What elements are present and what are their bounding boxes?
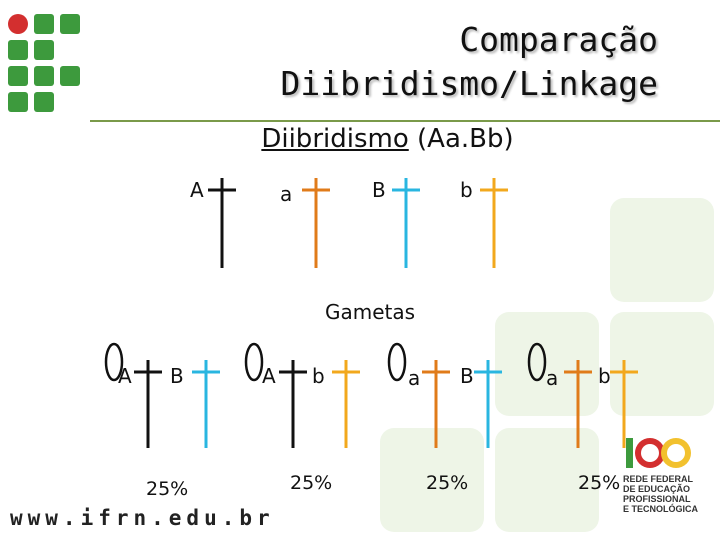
logo-square xyxy=(34,40,54,60)
logo-square xyxy=(60,66,80,86)
gamete-AB xyxy=(104,342,220,448)
ifrn-logo xyxy=(8,14,88,114)
background-panel xyxy=(380,428,484,532)
gametes-label: Gametas xyxy=(324,300,416,324)
subtitle-rest: (Aa.Bb) xyxy=(408,124,514,154)
allele-label-b: b xyxy=(460,178,473,202)
gamete-4-allele-2: b xyxy=(598,364,611,388)
logo-square xyxy=(8,66,28,86)
chromosome-B xyxy=(392,178,420,268)
gamete-4-percent: 25% xyxy=(578,472,621,494)
chromosome-b xyxy=(480,178,508,268)
logo-text-line-2: DE EDUCAÇÃO xyxy=(623,484,691,494)
logo-text-line-4: E TECNOLÓGICA xyxy=(623,504,699,514)
gamete-ab xyxy=(527,342,638,448)
subtitle-underlined: Diibridismo xyxy=(261,124,409,154)
gamete-2-percent: 25% xyxy=(290,472,333,494)
gamete-1-allele-1: A xyxy=(118,364,132,388)
logo-square xyxy=(34,92,54,112)
gamete-4-allele-1: a xyxy=(546,366,559,390)
logo-square xyxy=(8,92,28,112)
gamete-3-allele-2: B xyxy=(460,364,474,388)
logo-square xyxy=(34,66,54,86)
gamete-Ab xyxy=(244,342,360,448)
centenary-logo xyxy=(626,438,691,468)
title-divider xyxy=(90,120,720,122)
gamete-1-percent: 25% xyxy=(146,478,189,500)
gamete-2-allele-2: b xyxy=(312,364,325,388)
background-panel xyxy=(610,312,714,416)
background-panel xyxy=(495,428,599,532)
logo-square xyxy=(34,14,54,34)
subtitle: Diibridismo (Aa.Bb) xyxy=(0,124,720,154)
slide-title: Comparação Diibridismo/Linkage xyxy=(281,18,659,106)
background-panel xyxy=(610,198,714,302)
gamete-aB xyxy=(387,342,502,448)
gamete-3-allele-1: a xyxy=(408,366,421,390)
allele-label-a: a xyxy=(280,182,293,206)
gamete-2-allele-1: A xyxy=(262,364,276,388)
title-line-1: Comparação xyxy=(459,20,658,59)
gamete-3-percent: 25% xyxy=(426,472,469,494)
footer-url[interactable]: www.ifrn.edu.br xyxy=(10,506,275,530)
allele-label-A: A xyxy=(190,178,204,202)
logo-square-red xyxy=(8,14,28,34)
logo-text-line-3: PROFISSIONAL xyxy=(623,494,691,504)
chromosome-A xyxy=(208,178,236,268)
federal-network-text: REDE FEDERAL DE EDUCAÇÃO PROFISSIONAL E … xyxy=(623,474,698,514)
chromosome-a xyxy=(302,178,330,268)
allele-label-B: B xyxy=(372,178,386,202)
logo-text-line-1: REDE FEDERAL xyxy=(623,474,694,484)
logo-square xyxy=(60,14,80,34)
logo-square xyxy=(8,40,28,60)
title-line-2: Diibridismo/Linkage xyxy=(280,64,659,103)
gamete-1-allele-2: B xyxy=(170,364,184,388)
background-panel xyxy=(495,312,599,416)
